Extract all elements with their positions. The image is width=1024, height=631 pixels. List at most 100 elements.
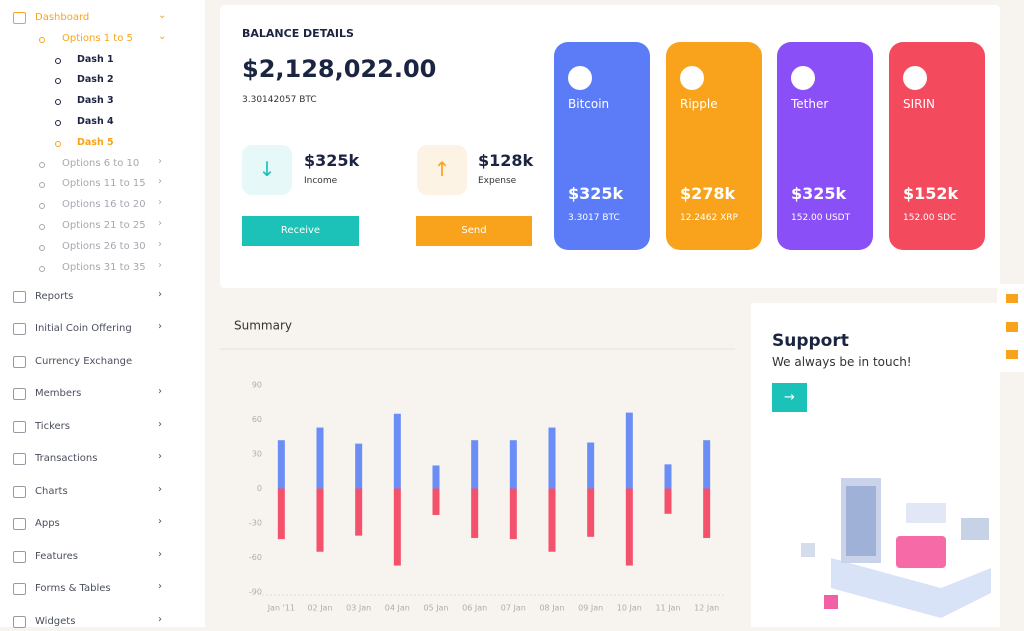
x-tick-label: Jan '11 — [267, 604, 295, 613]
support-button[interactable]: → — [772, 383, 807, 412]
y-tick-label: -60 — [249, 553, 262, 562]
menu-dot — [55, 57, 61, 64]
bar — [587, 442, 595, 489]
menu-dot — [55, 120, 61, 126]
bar — [355, 488, 363, 536]
send-button[interactable]: Send — [416, 216, 532, 246]
bar — [509, 440, 517, 489]
menu-item[interactable]: Dash 2 — [77, 74, 114, 86]
chevron: › — [158, 581, 162, 593]
y-tick-label: 90 — [252, 381, 262, 390]
card-sub: 3.3017 BTC — [568, 213, 620, 223]
card-sub: 12.2462 XRP — [680, 213, 738, 223]
menu-item[interactable]: Dash 5 — [77, 136, 114, 148]
bar — [393, 413, 401, 489]
bar — [277, 488, 285, 540]
expense-icon: ↑ — [417, 145, 467, 195]
chevron: › — [158, 483, 162, 495]
chevron: › — [158, 176, 162, 188]
menu-item[interactable]: Tickers — [35, 420, 70, 432]
crypto-card[interactable]: Ripple $278k 12.2462 XRP — [666, 42, 762, 250]
card-name: Ripple — [680, 97, 718, 111]
bar — [393, 488, 401, 566]
menu-item[interactable]: Dash 4 — [77, 116, 114, 127]
balance-amount: $2,128,022.00 — [242, 55, 437, 83]
chevron: › — [158, 516, 162, 528]
menu-icon — [13, 485, 26, 498]
x-tick-label: 06 Jan — [462, 604, 487, 613]
menu-dot — [39, 265, 45, 272]
y-tick-label: 30 — [252, 450, 262, 459]
bar — [587, 488, 595, 537]
menu-item[interactable]: Options 31 to 35 — [62, 261, 146, 273]
bar — [703, 440, 711, 489]
bar — [664, 488, 672, 514]
menu-item[interactable]: Options 26 to 30 — [62, 240, 146, 252]
x-tick-label: 03 Jan — [346, 604, 371, 613]
menu-item[interactable]: Reports — [35, 290, 74, 302]
menu-icon — [13, 583, 26, 596]
menu-item[interactable]: Options 6 to 10 — [62, 157, 140, 169]
menu-item[interactable]: Dash 1 — [77, 53, 114, 65]
chevron: › — [158, 548, 162, 560]
income-icon: ↓ — [242, 145, 292, 195]
bar — [471, 488, 479, 538]
menu-dot — [55, 78, 61, 85]
card-icon — [903, 66, 927, 90]
crypto-card[interactable]: Tether $325k 152.00 USDT — [777, 42, 873, 250]
x-tick-label: 02 Jan — [307, 604, 332, 613]
menu-item[interactable]: Dash 3 — [77, 95, 114, 107]
menu-item[interactable]: Options 1 to 5 — [62, 32, 133, 44]
summary-panel: Summary -90 -60 -30 0 30 60 90 Jan '11 02 Jan 03 … — [220, 300, 735, 627]
sidebar: Dashboard ⌄ Options 1 to 5 ⌄ Dash 1 Dash 2 Das… — [0, 0, 205, 628]
x-tick-label: 05 Jan — [423, 604, 448, 613]
menu-item[interactable]: Members — [35, 388, 82, 400]
menu-item[interactable]: Widgets — [35, 615, 76, 627]
bar — [316, 488, 324, 552]
menu-icon — [13, 388, 26, 401]
bar — [316, 427, 324, 489]
receive-button[interactable]: Receive — [242, 216, 359, 246]
menu-item[interactable]: Currency Exchange — [35, 355, 133, 367]
menu-dot — [55, 140, 61, 147]
balance-btc: 3.30142057 BTC — [242, 95, 317, 105]
card-name: Bitcoin — [568, 97, 610, 111]
menu-item[interactable]: Options 11 to 15 — [62, 178, 146, 190]
support-title: Support — [772, 331, 849, 351]
menu-icon — [13, 355, 26, 368]
bar — [432, 488, 440, 515]
menu-item[interactable]: Transactions — [35, 453, 98, 465]
bar — [277, 440, 285, 489]
chevron: › — [158, 386, 162, 398]
x-tick-label: 11 Jan — [655, 604, 680, 613]
menu-item[interactable]: Initial Coin Offering — [35, 323, 132, 335]
tool-icon[interactable] — [1006, 322, 1018, 332]
chevron: › — [158, 259, 162, 271]
menu-item[interactable]: Features — [35, 550, 78, 562]
tool-icon[interactable] — [1006, 350, 1018, 359]
bar — [471, 440, 479, 489]
x-tick-label: 07 Jan — [501, 604, 526, 613]
crypto-card[interactable]: SIRIN $152k 152.00 SDC — [889, 42, 985, 250]
illustration — [801, 478, 991, 618]
card-icon — [568, 66, 592, 90]
menu-icon — [13, 323, 26, 336]
menu-item[interactable]: Dashboard — [35, 12, 90, 23]
card-name: Tether — [791, 97, 829, 111]
menu-item[interactable]: Options 21 to 25 — [62, 220, 146, 231]
menu-item[interactable]: Options 16 to 20 — [62, 199, 146, 211]
card-value: $152k — [903, 184, 959, 203]
chart: Summary -90 -60 -30 0 30 60 90 Jan '11 02 Jan 03 … — [220, 319, 735, 613]
menu-item[interactable]: Forms & Tables — [35, 583, 111, 595]
menu-item[interactable]: Charts — [35, 485, 68, 497]
chevron: ⌄ — [158, 30, 167, 42]
tool-icon[interactable] — [1006, 294, 1018, 303]
crypto-card[interactable]: Bitcoin $325k 3.3017 BTC — [554, 42, 650, 250]
menu-icon — [13, 453, 26, 466]
card-icon — [680, 66, 704, 90]
y-tick-label: -90 — [249, 588, 262, 597]
card-sub: 152.00 USDT — [791, 213, 851, 223]
menu-icon — [13, 12, 26, 24]
menu-item[interactable]: Apps — [35, 518, 60, 530]
